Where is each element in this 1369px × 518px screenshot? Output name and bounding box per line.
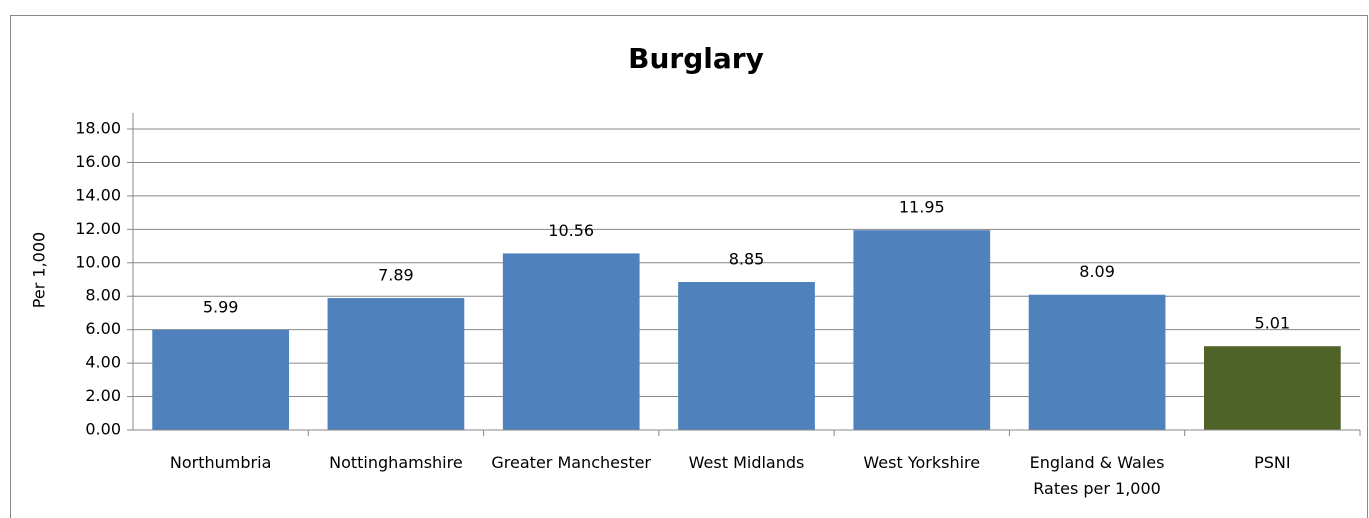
x-tick-label: West Midlands bbox=[688, 453, 805, 472]
bar bbox=[1028, 294, 1166, 430]
y-tick-label: 16.00 bbox=[75, 152, 121, 171]
y-tick-label: 10.00 bbox=[75, 252, 121, 271]
bar bbox=[853, 230, 991, 430]
x-tick-label: England & Wales Rates per 1,000 bbox=[1029, 453, 1165, 498]
y-tick-label: 4.00 bbox=[85, 353, 121, 372]
data-label: 11.95 bbox=[899, 198, 945, 217]
bar bbox=[327, 298, 465, 430]
y-tick-label: 0.00 bbox=[85, 420, 121, 439]
y-axis-label: Per 1,000 bbox=[30, 232, 49, 308]
bar bbox=[678, 282, 815, 430]
y-tick-label: 18.00 bbox=[75, 119, 121, 138]
data-label: 5.01 bbox=[1255, 314, 1291, 333]
data-label: 7.89 bbox=[378, 266, 414, 285]
chart-frame bbox=[10, 15, 1368, 518]
chart-title: Burglary bbox=[628, 42, 764, 75]
y-tick-label: 6.00 bbox=[85, 319, 121, 338]
bar bbox=[152, 329, 290, 430]
x-tick-label: West Yorkshire bbox=[863, 453, 981, 472]
bar bbox=[502, 253, 640, 430]
y-tick-label: 14.00 bbox=[75, 185, 121, 204]
y-tick-label: 12.00 bbox=[75, 219, 121, 238]
data-label: 10.56 bbox=[548, 221, 594, 240]
x-tick-label: PSNI bbox=[1254, 453, 1291, 472]
bar bbox=[1203, 346, 1341, 430]
data-label: 5.99 bbox=[203, 297, 239, 316]
x-tick-label: Greater Manchester bbox=[491, 453, 652, 472]
data-label: 8.85 bbox=[729, 250, 765, 269]
x-tick-label: Nottinghamshire bbox=[329, 453, 463, 472]
data-label: 8.09 bbox=[1079, 262, 1115, 281]
y-tick-label: 8.00 bbox=[85, 286, 121, 305]
y-tick-label: 2.00 bbox=[85, 386, 121, 405]
x-tick-label: Northumbria bbox=[169, 453, 272, 472]
